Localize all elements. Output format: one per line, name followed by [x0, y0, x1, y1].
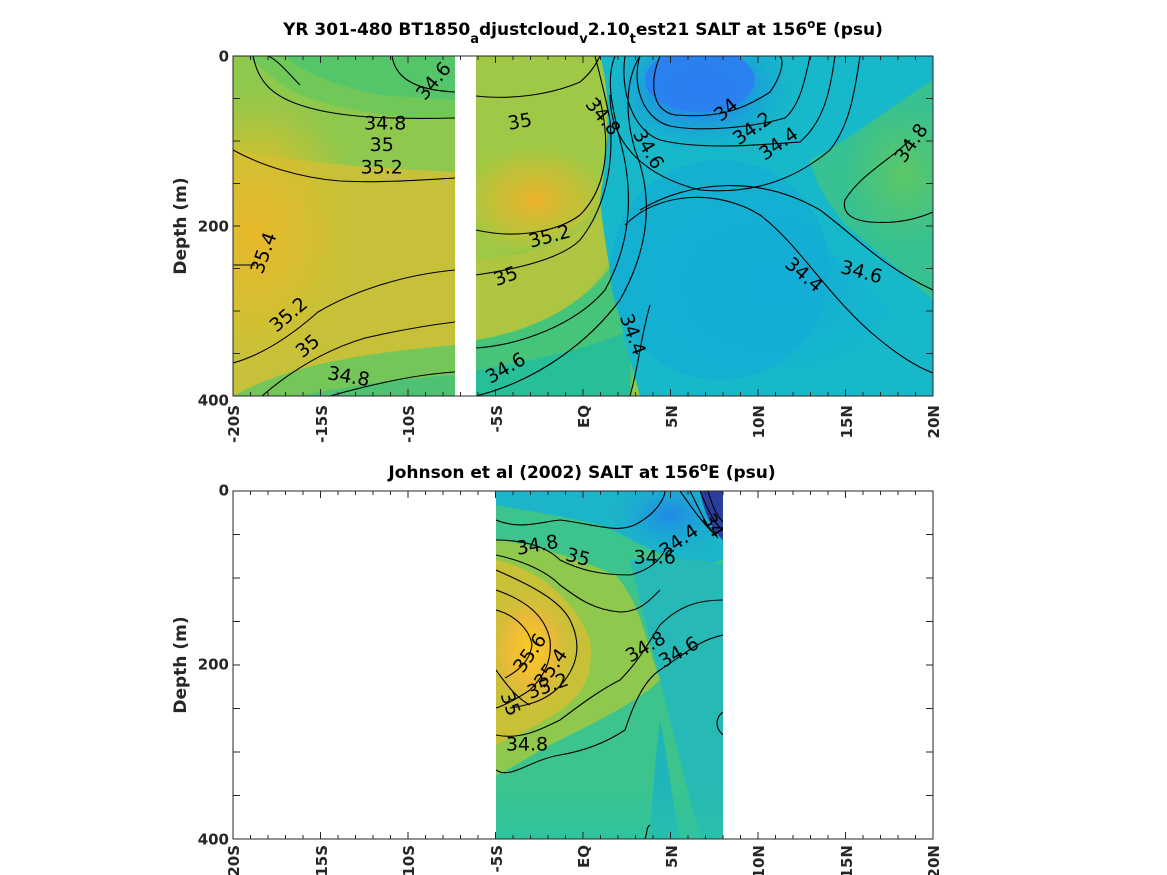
top-ytick-200: 200 [198, 218, 229, 236]
bottom-contour-label: 34.8 [506, 734, 548, 756]
bottom-xtick-label: -20S [225, 845, 243, 875]
top-xtick-label: 15N [838, 405, 856, 438]
bottom-y-axis-label: Depth (m) [171, 616, 191, 713]
top-panel: YR 301-480 BT1850adjustcloudv2.10test21 … [171, 17, 943, 443]
top-xtick-label: 20N [925, 405, 943, 438]
bottom-xtick-label: -15S [313, 845, 331, 875]
top-data-gap [455, 56, 476, 396]
bottom-x-ticks [232, 491, 934, 839]
top-x-tick-labels: -20S -15S -10S -5S EQ 5N 10N 15N 20N [225, 405, 943, 443]
top-ytick-400: 400 [198, 392, 229, 410]
top-xtick-label: -5S [488, 405, 506, 432]
bottom-xtick-label: -10S [400, 845, 418, 875]
top-contour-label: 35 [370, 134, 394, 156]
top-contours [233, 56, 933, 396]
top-contour-label: 35.2 [361, 157, 403, 179]
top-contour-label: 34.8 [364, 113, 406, 135]
top-xtick-label: EQ [575, 405, 593, 428]
bottom-ytick-200: 200 [198, 656, 229, 674]
top-heatmap: 34.634.83535.235.435.23534.83535.23534.6… [233, 56, 933, 396]
bottom-x-tick-labels: -20S -15S -10S -5S EQ 5N 10N 15N 20N [225, 845, 943, 875]
bottom-xtick-label: 10N [750, 845, 768, 875]
bottom-contours [496, 491, 723, 839]
bottom-contour-label: 34.6 [634, 546, 676, 568]
bottom-panel-title: Johnson et al (2002) SALT at 156oE (psu) [387, 460, 775, 483]
bottom-xtick-label: 5N [663, 845, 681, 868]
top-xtick-label: -15S [313, 405, 331, 443]
bottom-xtick-label: 20N [925, 845, 943, 875]
bottom-xtick-label: EQ [575, 845, 593, 868]
top-x-ticks [232, 56, 934, 396]
bottom-xtick-label: -5S [488, 845, 506, 872]
bottom-y-ticks [233, 490, 933, 840]
top-xtick-label: -10S [400, 405, 418, 443]
bottom-ytick-400: 400 [198, 831, 229, 849]
top-xtick-label: -20S [225, 405, 243, 443]
top-ytick-0: 0 [219, 48, 229, 66]
top-y-ticks [233, 55, 933, 397]
top-contour-label: 35 [506, 109, 534, 135]
top-y-axis-label: Depth (m) [171, 177, 191, 274]
bottom-ytick-0: 0 [219, 482, 229, 500]
top-panel-title: YR 301-480 BT1850adjustcloudv2.10test21 … [282, 17, 883, 47]
top-xtick-label: 5N [663, 405, 681, 428]
top-xtick-label: 10N [750, 405, 768, 438]
bottom-panel: Johnson et al (2002) SALT at 156oE (psu) [171, 460, 943, 875]
bottom-xtick-label: 15N [838, 845, 856, 875]
